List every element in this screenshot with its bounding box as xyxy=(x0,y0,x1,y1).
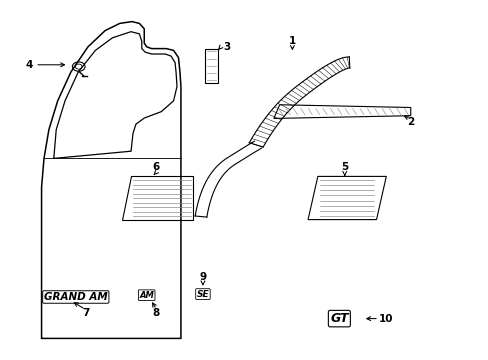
Polygon shape xyxy=(273,105,410,118)
Text: 8: 8 xyxy=(153,308,160,318)
Polygon shape xyxy=(249,57,349,147)
FancyBboxPatch shape xyxy=(147,181,175,195)
FancyBboxPatch shape xyxy=(150,183,172,193)
Polygon shape xyxy=(307,176,386,220)
Text: 10: 10 xyxy=(378,314,393,324)
Circle shape xyxy=(72,62,85,71)
Text: 6: 6 xyxy=(153,162,160,172)
Text: 4: 4 xyxy=(25,60,33,70)
Text: GRAND AM: GRAND AM xyxy=(44,292,107,302)
Polygon shape xyxy=(122,176,193,220)
Text: 9: 9 xyxy=(199,272,206,282)
Text: 2: 2 xyxy=(407,117,413,127)
Circle shape xyxy=(75,64,82,69)
Text: AM: AM xyxy=(139,291,154,300)
Text: 5: 5 xyxy=(341,162,347,172)
Polygon shape xyxy=(195,141,261,217)
FancyBboxPatch shape xyxy=(205,49,217,83)
Text: 1: 1 xyxy=(288,36,295,46)
Text: SE: SE xyxy=(196,289,209,299)
Text: 7: 7 xyxy=(81,308,89,318)
Text: GT: GT xyxy=(329,312,348,325)
Text: 3: 3 xyxy=(224,42,230,52)
